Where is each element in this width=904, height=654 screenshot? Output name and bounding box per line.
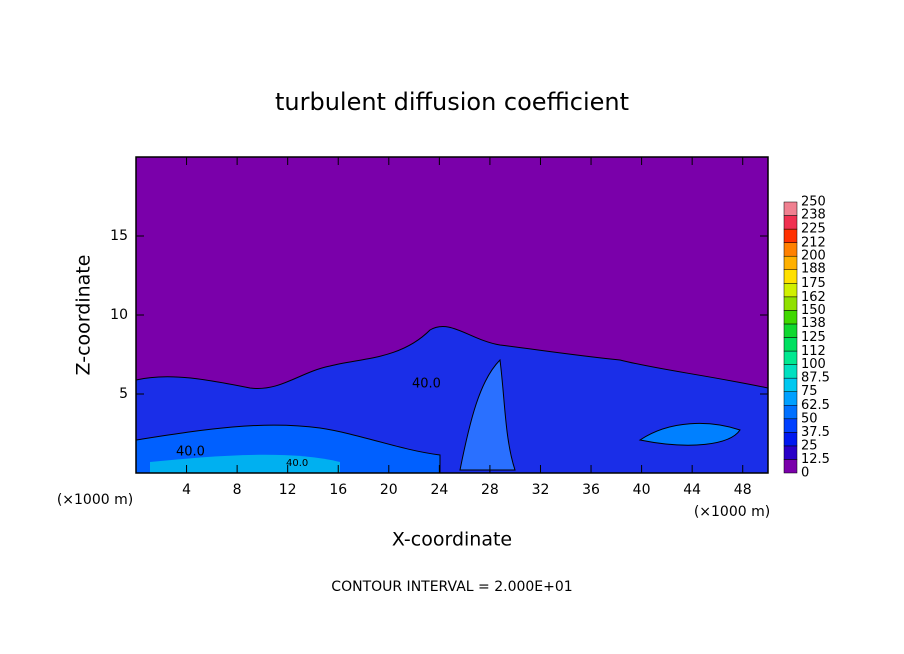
y-tick-label: 5 bbox=[119, 386, 128, 402]
colorbar-label: 37.5 bbox=[801, 425, 830, 440]
colorbar-swatch bbox=[783, 377, 798, 392]
contour-label: 40.0 bbox=[286, 458, 308, 469]
contour-label: 40.0 bbox=[412, 377, 441, 392]
colorbar-label: 12.5 bbox=[801, 452, 830, 467]
colorbar-label: 150 bbox=[801, 303, 826, 318]
colorbar-label: 212 bbox=[801, 236, 826, 251]
colorbar-swatch bbox=[783, 323, 798, 338]
x-tick-label: 8 bbox=[233, 482, 242, 498]
colorbar-label: 0 bbox=[801, 466, 809, 481]
x-tick-label: 44 bbox=[683, 482, 701, 498]
x-tick-label: 48 bbox=[734, 482, 752, 498]
colorbar-label: 100 bbox=[801, 357, 826, 372]
colorbar-label: 138 bbox=[801, 316, 826, 331]
x-unit: (×1000 m) bbox=[694, 504, 770, 520]
colorbar-label: 188 bbox=[801, 262, 826, 277]
colorbar-label: 250 bbox=[801, 195, 826, 210]
colorbar-swatch bbox=[783, 242, 798, 257]
x-tick-label: 24 bbox=[430, 482, 448, 498]
colorbar-swatch bbox=[783, 405, 798, 420]
x-unit: (×1000 m) bbox=[57, 492, 133, 508]
x-axis-title: X-coordinate bbox=[392, 529, 512, 551]
colorbar-swatch bbox=[783, 215, 798, 230]
colorbar-label: 225 bbox=[801, 222, 826, 237]
colorbar-label: 87.5 bbox=[801, 371, 830, 386]
colorbar-swatch bbox=[783, 391, 798, 406]
field-region bbox=[459, 358, 516, 471]
x-tick-label: 4 bbox=[182, 482, 191, 498]
colorbar-swatch bbox=[783, 350, 798, 365]
colorbar-label: 238 bbox=[801, 208, 826, 223]
x-tick-label: 32 bbox=[532, 482, 550, 498]
field-region bbox=[150, 454, 340, 473]
x-tick-label: 16 bbox=[329, 482, 347, 498]
colorbar-label: 125 bbox=[801, 330, 826, 345]
colorbar-label: 175 bbox=[801, 276, 826, 291]
colorbar-label: 25 bbox=[801, 438, 818, 453]
field-region bbox=[638, 423, 741, 446]
chart-title: turbulent diffusion coefficient bbox=[275, 88, 629, 116]
colorbar-swatch bbox=[783, 445, 798, 460]
colorbar-swatch bbox=[783, 201, 798, 216]
colorbar-swatch bbox=[783, 418, 798, 433]
colorbar-label: 75 bbox=[801, 384, 818, 399]
x-tick-label: 40 bbox=[633, 482, 651, 498]
colorbar-swatch bbox=[783, 459, 798, 474]
colorbar-swatch bbox=[783, 283, 798, 298]
colorbar-swatch bbox=[783, 337, 798, 352]
y-tick-label: 10 bbox=[110, 307, 128, 323]
colorbar-swatch bbox=[783, 269, 798, 284]
colorbar-label: 162 bbox=[801, 290, 826, 305]
contour-label: 40.0 bbox=[176, 445, 205, 460]
colorbar-swatch bbox=[783, 432, 798, 447]
footnote: CONTOUR INTERVAL = 2.000E+01 bbox=[331, 579, 572, 595]
colorbar-label: 62.5 bbox=[801, 398, 830, 413]
x-tick-label: 28 bbox=[481, 482, 499, 498]
x-tick-label: 36 bbox=[582, 482, 600, 498]
x-tick-label: 20 bbox=[380, 482, 398, 498]
x-tick-label: 12 bbox=[279, 482, 297, 498]
colorbar-swatch bbox=[783, 364, 798, 379]
colorbar-label: 50 bbox=[801, 411, 818, 426]
colorbar-label: 112 bbox=[801, 344, 826, 359]
colorbar-swatch bbox=[783, 255, 798, 271]
colorbar-label: 200 bbox=[801, 249, 826, 264]
colorbar-swatch bbox=[783, 310, 798, 325]
colorbar-swatch bbox=[783, 296, 798, 311]
y-axis-title: Z-coordinate bbox=[73, 255, 95, 376]
y-tick-label: 15 bbox=[110, 228, 128, 244]
field bbox=[135, 156, 769, 474]
colorbar-swatch bbox=[783, 228, 798, 243]
